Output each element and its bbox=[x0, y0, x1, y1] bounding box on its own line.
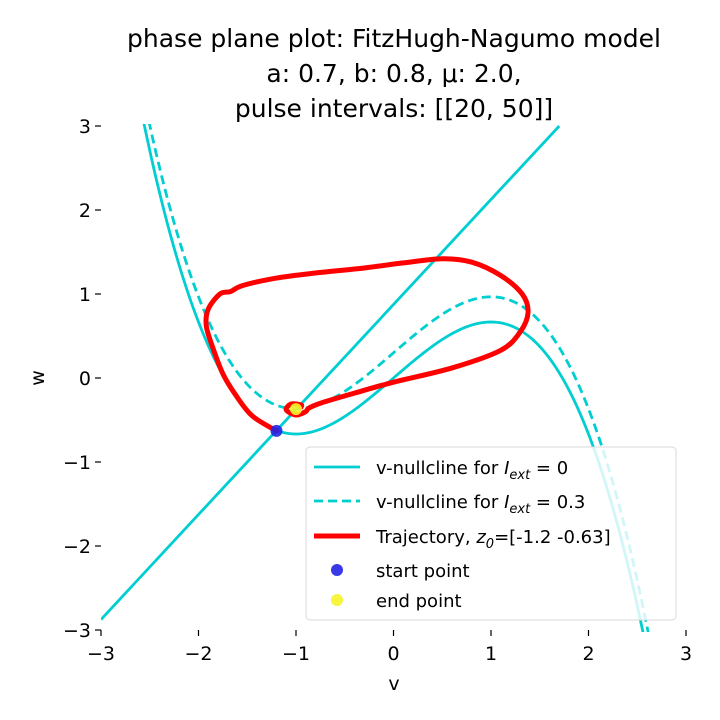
x-tick-label: 3 bbox=[680, 643, 692, 665]
plot-area bbox=[101, 124, 650, 632]
x-tick-label: −2 bbox=[184, 643, 212, 665]
trajectory-line bbox=[203, 256, 531, 434]
x-tick-label: −3 bbox=[87, 643, 115, 665]
legend-label-3: start point bbox=[376, 561, 470, 582]
v-nullcline-dashed-line bbox=[148, 124, 650, 632]
y-axis-label: w bbox=[27, 370, 49, 386]
x-tick-label: 0 bbox=[387, 643, 399, 665]
y-tick-label: −2 bbox=[63, 536, 91, 558]
legend-label-1: v-nullcline for Iext = 0.3 bbox=[376, 492, 585, 517]
y-tick-label: 0 bbox=[79, 368, 91, 390]
axes: −3 −2 −1 0 1 2 3 −3 −2 −1 0 1 2 3 bbox=[63, 116, 692, 665]
legend-label-0: v-nullcline for Iext = 0 bbox=[376, 458, 568, 483]
y-tick-label: 3 bbox=[79, 116, 91, 138]
chart-title-line-2: a: 0.7, b: 0.8, μ: 2.0, bbox=[266, 59, 521, 88]
legend-label-4: end point bbox=[376, 591, 462, 612]
w-nullcline-line bbox=[101, 125, 561, 621]
legend-end-swatch bbox=[331, 594, 343, 606]
start-point-marker bbox=[270, 424, 283, 437]
y-tick-label: −1 bbox=[63, 452, 91, 474]
legend-label-2: Trajectory, z0=[-1.2 -0.63] bbox=[375, 527, 611, 552]
x-tick-label: 2 bbox=[582, 643, 594, 665]
y-tick-label: 2 bbox=[79, 200, 91, 222]
legend-box bbox=[305, 446, 677, 621]
legend: v-nullcline for Iext = 0 v-nullcline for … bbox=[305, 446, 677, 621]
y-tick-label: −3 bbox=[63, 620, 91, 642]
chart-title-line-3: pulse intervals: [[20, 50]] bbox=[235, 94, 553, 123]
x-axis-label: v bbox=[388, 673, 399, 695]
x-tick-label: −1 bbox=[282, 643, 310, 665]
x-tick-label: 1 bbox=[485, 643, 497, 665]
chart-title-line-1: phase plane plot: FitzHugh-Nagumo model bbox=[127, 24, 661, 53]
end-point-marker bbox=[290, 403, 302, 416]
legend-start-swatch bbox=[331, 564, 343, 576]
y-tick-label: 1 bbox=[79, 284, 91, 306]
